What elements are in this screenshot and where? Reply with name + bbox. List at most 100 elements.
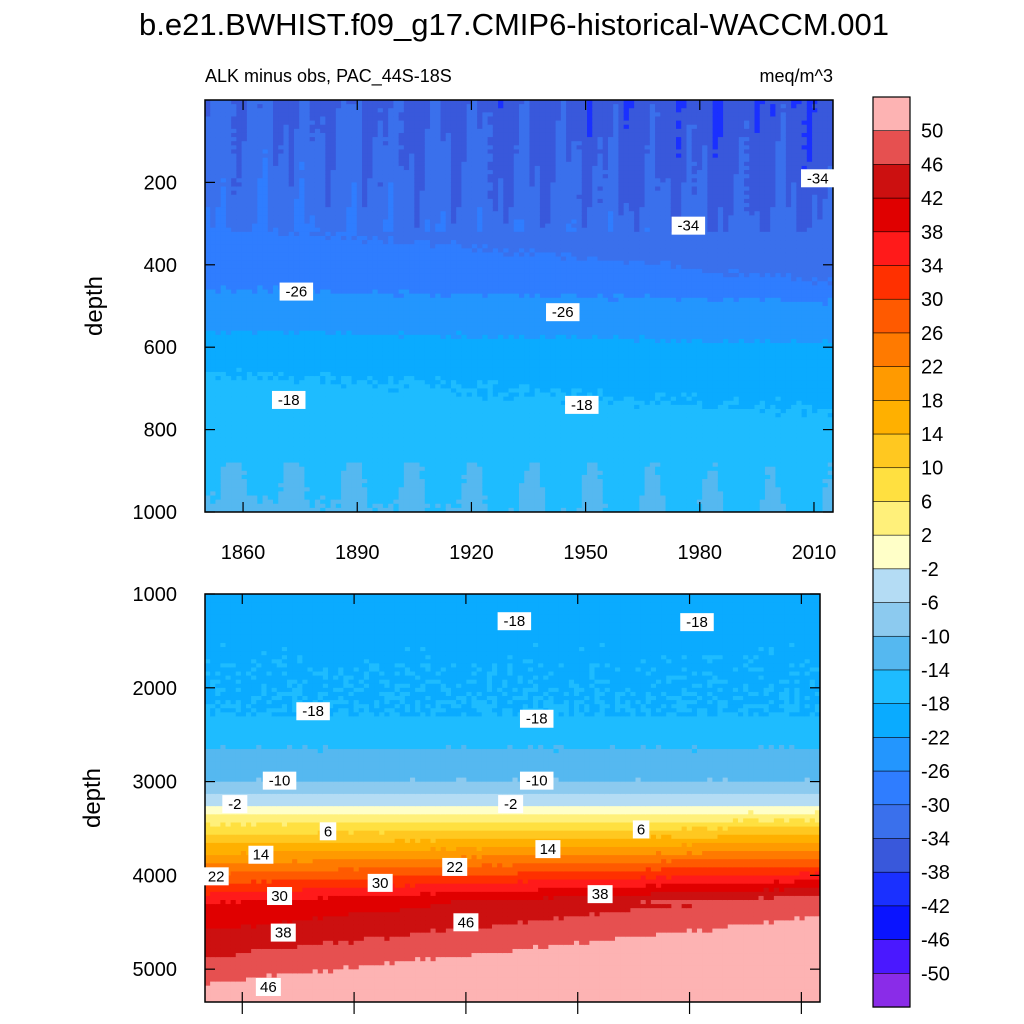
- field-cell: [440, 396, 447, 402]
- field-cell: [225, 351, 232, 357]
- field-cell: [335, 466, 342, 472]
- field-cell: [252, 359, 258, 365]
- field-cell: [419, 433, 426, 439]
- field-cell: [278, 100, 285, 105]
- field-cell: [456, 446, 463, 451]
- field-cell: [267, 384, 274, 389]
- field-cell: [293, 462, 300, 468]
- field-cell: [225, 474, 232, 480]
- field-cell: [450, 145, 457, 151]
- field-cell: [293, 446, 300, 451]
- field-cell: [236, 194, 243, 200]
- field-cell: [409, 404, 415, 410]
- field-cell: [304, 318, 311, 324]
- field-cell: [461, 240, 468, 245]
- field-cell: [236, 396, 243, 402]
- field-cell: [215, 244, 222, 249]
- field-cell: [330, 338, 337, 344]
- field-cell: [335, 413, 342, 418]
- field-cell: [351, 355, 358, 361]
- field-cell: [325, 310, 332, 315]
- field-cell: [283, 182, 290, 188]
- field-cell: [398, 322, 405, 328]
- field-cell: [362, 297, 368, 303]
- field-cell: [424, 252, 431, 258]
- field-cell: [372, 371, 379, 377]
- field-cell: [283, 433, 290, 439]
- field-cell: [440, 454, 447, 460]
- field-cell: [372, 326, 379, 332]
- field-cell: [205, 306, 211, 311]
- field-cell: [456, 161, 463, 167]
- field-cell: [231, 421, 237, 427]
- field-cell: [372, 182, 379, 188]
- field-cell: [210, 355, 217, 361]
- field-cell: [205, 170, 211, 175]
- field-cell: [314, 417, 321, 422]
- field-cell: [252, 491, 258, 497]
- field-cell: [252, 343, 258, 348]
- field-cell: [440, 371, 447, 377]
- field-cell: [231, 400, 237, 406]
- field-cell: [367, 367, 374, 373]
- field-cell: [377, 132, 384, 138]
- field-cell: [320, 483, 326, 488]
- field-cell: [362, 384, 368, 389]
- field-cell: [377, 240, 384, 245]
- field-cell: [283, 306, 290, 311]
- field-cell: [435, 116, 442, 122]
- field-cell: [398, 293, 405, 299]
- field-cell: [267, 285, 274, 291]
- field-cell: [461, 433, 468, 439]
- field-cell: [314, 314, 321, 319]
- field-cell: [262, 474, 269, 480]
- field-cell: [257, 396, 264, 402]
- field-cell: [341, 421, 347, 427]
- field-cell: [351, 141, 358, 146]
- field-cell: [335, 194, 342, 200]
- field-cell: [273, 413, 279, 418]
- field-cell: [351, 264, 358, 270]
- field-cell: [288, 132, 295, 138]
- field-cell: [246, 446, 253, 451]
- field-cell: [210, 203, 217, 208]
- field-cell: [419, 190, 426, 196]
- field-cell: [278, 116, 285, 122]
- field-cell: [341, 474, 347, 480]
- field-cell: [241, 132, 248, 138]
- field-cell: [424, 273, 431, 278]
- field-cell: [241, 483, 248, 488]
- field-cell: [320, 128, 326, 134]
- field-cell: [341, 503, 347, 509]
- field-cell: [414, 322, 421, 328]
- field-cell: [403, 507, 410, 512]
- field-cell: [225, 293, 232, 299]
- field-cell: [419, 499, 426, 505]
- field-cell: [283, 446, 290, 451]
- field-cell: [320, 108, 326, 113]
- field-cell: [288, 347, 295, 352]
- field-cell: [450, 174, 457, 179]
- field-cell: [225, 207, 232, 212]
- field-cell: [382, 165, 389, 171]
- field-cell: [367, 100, 374, 105]
- field-cell: [409, 145, 415, 151]
- field-cell: [320, 301, 326, 307]
- field-cell: [231, 330, 237, 336]
- field-cell: [414, 235, 421, 241]
- field-cell: [367, 409, 374, 414]
- field-cell: [424, 186, 431, 192]
- field-cell: [304, 314, 311, 319]
- field-cell: [435, 281, 442, 286]
- field-cell: [362, 190, 368, 196]
- field-cell: [273, 297, 279, 303]
- field-cell: [377, 260, 384, 266]
- field-cell: [236, 157, 243, 163]
- field-cell: [382, 462, 389, 468]
- field-cell: [262, 421, 269, 427]
- field-cell: [267, 252, 274, 258]
- field-cell: [430, 297, 436, 303]
- field-cell: [424, 170, 431, 175]
- field-cell: [403, 153, 410, 159]
- field-cell: [236, 446, 243, 451]
